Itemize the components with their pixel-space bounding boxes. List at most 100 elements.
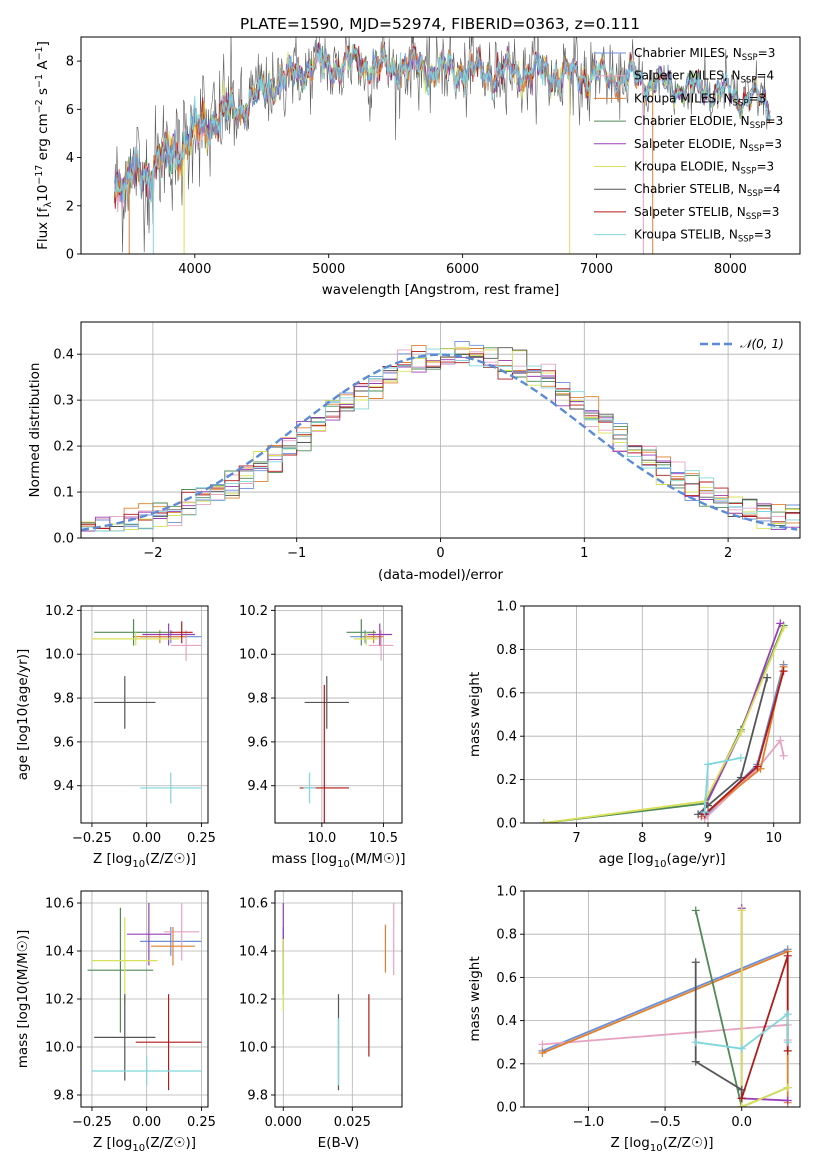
legend-label-main: Salpeter STELIB, N xyxy=(634,205,746,219)
legend-label-sub: SSP xyxy=(742,53,758,63)
plot-area xyxy=(282,903,395,1091)
weight-point-marker xyxy=(783,1046,792,1055)
legend-label-end: =4 xyxy=(756,69,774,83)
x-tick-label: 10.5 xyxy=(369,831,398,846)
weight-vs-metallicity-panel: −1.0 −0.5 0.0 0.0 0.2 0.4 0.6 0.8 1.0 Z [log10(Z/… xyxy=(467,885,801,1154)
x-tick-label: 7 xyxy=(572,831,580,846)
y-axis-label: age [log10(age/yr)] xyxy=(15,649,31,781)
y-axis-label: Flux [fλ10−17 erg cm−2 s−1 A−1] xyxy=(34,41,54,250)
weight-point-marker xyxy=(776,619,785,628)
label-main: age [log xyxy=(598,851,653,867)
legend-label-main: Salpeter MILES, N xyxy=(634,69,741,83)
weight-line xyxy=(543,625,785,823)
figure-title: PLATE=1590, MJD=52974, FIBERID=0363, z=0… xyxy=(240,15,640,33)
weight-line xyxy=(740,910,789,1107)
label-main: mass [log xyxy=(271,851,337,867)
y-tick-label: 0.8 xyxy=(496,643,517,658)
label-end: (age/yr)] xyxy=(666,851,725,867)
legend-label-sub: SSP xyxy=(746,212,762,222)
x-tick-label: −1 xyxy=(287,546,306,561)
y-tick-label: 9.4 xyxy=(53,779,74,794)
y-tick-label: 9.8 xyxy=(247,1089,268,1104)
x-tick-label: 0.000 xyxy=(265,1115,302,1130)
legend-label-sub: SSP xyxy=(747,189,763,199)
gridlines xyxy=(81,606,208,823)
y-tick-label: 9.4 xyxy=(247,779,268,794)
y-tick-label: 8 xyxy=(66,55,74,70)
x-tick-label: −1.0 xyxy=(573,1115,605,1130)
label-subscript: 10 xyxy=(654,859,667,870)
y-tick-label: 10.4 xyxy=(239,945,268,960)
weight-line xyxy=(543,627,785,823)
weight-point-marker xyxy=(691,958,700,967)
legend-label: Chabrier ELODIE, NSSP=3 xyxy=(634,114,783,131)
legend-label: Salpeter MILES, NSSP=4 xyxy=(634,69,774,86)
y-tick-label: 2 xyxy=(66,199,74,214)
x-tick-label: 8 xyxy=(638,831,646,846)
y-tick-label: 10.0 xyxy=(45,648,74,663)
x-tick-label: 8000 xyxy=(714,262,747,277)
weight-point-marker xyxy=(691,906,700,915)
gridlines xyxy=(81,891,208,1107)
age-vs-metallicity-panel: −0.25 0.00 0.25 9.4 9.6 9.8 10.0 10.2 Z [log10(Z… xyxy=(15,604,216,870)
x-tick-label: 10.0 xyxy=(307,831,336,846)
label-main: Z [log xyxy=(93,1135,132,1151)
x-axis-label: mass [log10(M/M☉)] xyxy=(271,851,405,870)
weight-point-marker xyxy=(691,1057,700,1066)
weight-point-marker xyxy=(783,951,792,960)
x-tick-label: 1 xyxy=(580,546,588,561)
y-tick-label: 0.4 xyxy=(496,730,517,745)
y-axis-label: mass [log10(M/M☉)] xyxy=(15,930,31,1069)
y-label-part: ] xyxy=(35,41,51,46)
legend-label-end: =3 xyxy=(758,46,776,60)
x-tick-label: −0.25 xyxy=(72,1115,112,1130)
x-axis-label: age [log10(age/yr)] xyxy=(598,851,725,870)
legend-label-main: Kroupa ELODIE, N xyxy=(634,160,741,174)
weight-point-marker xyxy=(691,1038,700,1047)
y-tick-label: 0.2 xyxy=(496,1057,517,1072)
y-tick-label: 0.4 xyxy=(53,348,74,363)
weight-point-marker xyxy=(779,667,788,676)
axes-frame xyxy=(274,890,403,1108)
x-tick-label: 0.25 xyxy=(187,1115,216,1130)
y-tick-label: 9.6 xyxy=(53,735,74,750)
weight-line xyxy=(704,664,785,818)
label-end: (Z/Z☉)] xyxy=(663,1135,714,1151)
mass-vs-extinction-panel: 0.000 0.025 9.8 10.0 10.2 10.4 10.6 E(B-V) xyxy=(239,890,403,1151)
ticks: 4000 5000 6000 7000 8000 0 2 4 6 8 xyxy=(66,55,747,277)
y-label-part: −2 xyxy=(34,99,45,113)
y-tick-label: 9.8 xyxy=(53,692,74,707)
weight-point-marker xyxy=(779,623,788,632)
plot-area xyxy=(538,904,792,1107)
axes-frame xyxy=(80,321,801,539)
weight-point-marker xyxy=(737,1103,746,1107)
legend-label: Chabrier MILES, NSSP=3 xyxy=(634,46,775,63)
x-axis-label: Z [log10(Z/Z☉)] xyxy=(610,1135,713,1154)
label-end: (Z/Z☉)] xyxy=(145,1135,196,1151)
y-tick-label: 9.8 xyxy=(53,1089,74,1104)
x-tick-label: 9 xyxy=(704,831,712,846)
age-vs-mass-panel: 10.0 10.5 9.4 9.6 9.8 10.0 10.2 mass [log10(M/M… xyxy=(239,604,406,870)
spectrum-panel: 4000 5000 6000 7000 8000 0 2 4 6 8 wavelength [Ang… xyxy=(34,36,801,298)
label-end: (Z/Z☉)] xyxy=(145,851,196,867)
legend-label-main: Kroupa STELIB, N xyxy=(634,228,738,242)
y-tick-label: 0.6 xyxy=(496,971,517,986)
axes-frame xyxy=(80,36,801,255)
weight-point-marker xyxy=(538,1049,547,1057)
y-tick-label: 0.8 xyxy=(496,928,517,943)
label-subscript: 10 xyxy=(337,859,350,870)
x-tick-label: 4000 xyxy=(178,262,211,277)
plot-area xyxy=(539,619,788,823)
legend-label-end: =3 xyxy=(749,91,767,105)
x-axis-label: Z [log10(Z/Z☉)] xyxy=(93,1135,196,1154)
legend-label-main: Salpeter ELODIE, N xyxy=(634,137,748,151)
weight-point-marker xyxy=(538,1040,547,1049)
label-end: (M/M☉)] xyxy=(350,851,406,867)
y-tick-label: 0.3 xyxy=(53,394,74,409)
weight-point-marker xyxy=(736,727,745,736)
weight-point-marker xyxy=(753,762,762,771)
legend-label-sub: SSP xyxy=(748,144,764,154)
